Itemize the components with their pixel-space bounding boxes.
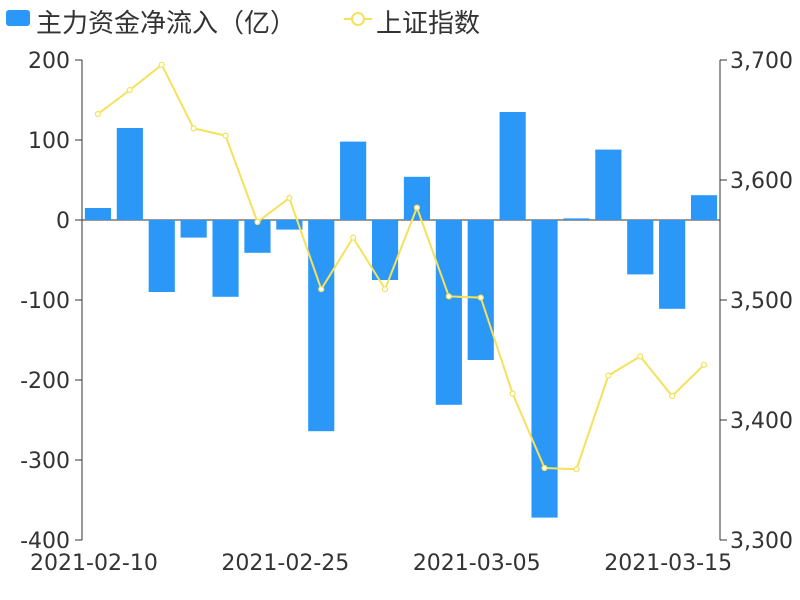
index-point — [509, 390, 516, 397]
left-tick-label: -400 — [20, 529, 70, 554]
right-tick-label: 3,300 — [730, 529, 793, 554]
net-inflow-bar — [371, 220, 399, 280]
index-point — [541, 464, 548, 472]
index-point — [222, 132, 229, 139]
index-point — [637, 353, 644, 360]
net-inflow-bar — [595, 149, 622, 220]
legend[interactable]: 主力资金净流入（亿） 上证指数 — [6, 9, 480, 39]
left-tick-label: -100 — [20, 289, 70, 314]
index-point — [158, 61, 165, 68]
legend-item-index[interactable]: 上证指数 — [344, 9, 480, 39]
net-inflow-bar — [531, 220, 558, 518]
index-point — [190, 125, 197, 132]
index-point — [94, 110, 102, 118]
index-point — [700, 361, 708, 368]
net-inflow-bar — [403, 176, 431, 220]
right-tick-label: 3,400 — [730, 409, 793, 434]
index-point — [573, 466, 580, 473]
x-tick-label: 2021-03-05 — [413, 551, 541, 576]
net-inflow-bars — [84, 112, 718, 518]
net-inflow-bar — [308, 220, 335, 432]
net-inflow-bar — [180, 220, 207, 238]
net-inflow-bar — [276, 220, 303, 230]
net-inflow-bar — [627, 220, 654, 275]
net-inflow-bar — [212, 220, 239, 297]
left-tick-label: 200 — [28, 49, 70, 74]
legend-label-index: 上证指数 — [376, 9, 480, 39]
index-point — [318, 286, 325, 293]
right-tick-label: 3,700 — [730, 49, 793, 74]
net-inflow-bar — [84, 208, 112, 220]
index-point — [477, 294, 484, 301]
index-point — [381, 286, 389, 293]
net-inflow-bar — [659, 220, 686, 309]
x-tick-label: 2021-03-15 — [604, 551, 732, 576]
x-tick-label: 2021-02-10 — [30, 551, 158, 576]
left-tick-label: 100 — [28, 129, 70, 154]
net-inflow-bar — [467, 220, 494, 360]
index-point — [286, 194, 293, 202]
index-line — [97, 63, 705, 471]
index-point — [350, 234, 357, 241]
index-point — [413, 204, 421, 211]
left-tick-label: -300 — [20, 449, 70, 474]
left-tick-label: 0 — [56, 209, 70, 234]
index-point — [445, 293, 452, 300]
index-point — [605, 372, 612, 379]
net-inflow-bar — [435, 220, 462, 405]
right-tick-label: 3,500 — [730, 289, 793, 314]
index-point — [254, 218, 261, 226]
x-tick-label: 2021-02-25 — [221, 551, 349, 576]
right-tick-label: 3,600 — [730, 169, 793, 194]
index-point — [126, 86, 133, 94]
net-inflow-bar — [563, 218, 590, 220]
index-line-layer — [94, 61, 708, 473]
legend-item-net-inflow[interactable]: 主力资金净流入（亿） — [6, 9, 296, 39]
net-inflow-bar — [690, 195, 718, 220]
legend-bar-swatch — [6, 10, 30, 26]
net-inflow-bar — [499, 112, 526, 220]
legend-circle-swatch — [351, 12, 365, 26]
right-y-axis-ticks: 3,700 3,600 3,500 3,400 3,300 — [720, 49, 793, 554]
net-inflow-bar — [244, 220, 271, 253]
net-inflow-bar — [340, 141, 367, 220]
left-tick-label: -200 — [20, 369, 70, 394]
net-inflow-bar — [116, 128, 143, 220]
net-inflow-bar — [148, 220, 175, 292]
x-axis-ticks: 2021-02-10 2021-02-25 2021-03-05 2021-03-15 — [30, 551, 732, 576]
index-point — [669, 392, 676, 400]
legend-label-net-inflow: 主力资金净流入（亿） — [36, 9, 296, 39]
left-y-axis-ticks: 200 100 0 -100 -200 -300 -400 — [20, 49, 82, 554]
